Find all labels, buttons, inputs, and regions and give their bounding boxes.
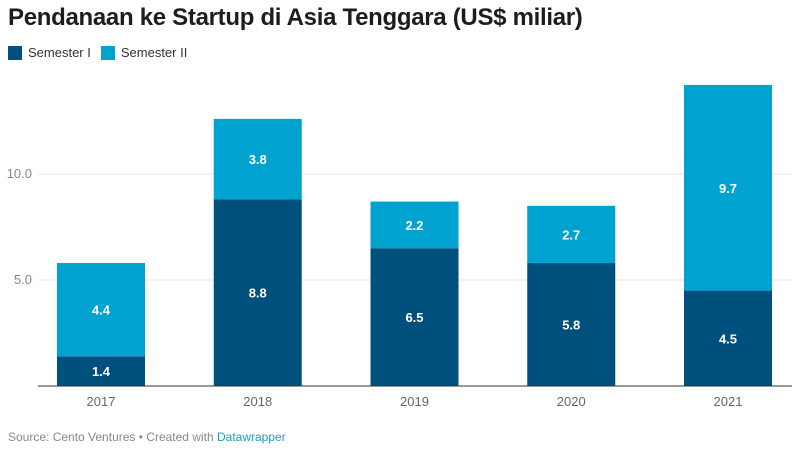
datawrapper-link[interactable]: Datawrapper bbox=[216, 430, 286, 444]
footer: Source: Cento Ventures • Created with Da… bbox=[8, 430, 286, 444]
data-label: 9.7 bbox=[719, 181, 737, 196]
legend-label-semester-1: Semester I bbox=[28, 45, 91, 60]
data-label: 5.8 bbox=[562, 318, 580, 333]
bar-semester-2-2019 bbox=[370, 201, 459, 249]
bar-semester-2-2018 bbox=[213, 118, 302, 200]
x-tick-label: 2017 bbox=[87, 394, 116, 409]
legend-swatch-semester-1 bbox=[8, 45, 22, 60]
data-label: 8.8 bbox=[249, 286, 267, 301]
legend: Semester I Semester II bbox=[8, 45, 197, 60]
y-tick-label: 5.0 bbox=[14, 272, 32, 287]
bars bbox=[57, 84, 772, 386]
chart-title: Pendanaan ke Startup di Asia Tenggara (U… bbox=[8, 4, 583, 31]
x-tick-label: 2019 bbox=[400, 394, 429, 409]
y-tick-label: 10.0 bbox=[7, 166, 32, 181]
y-axis-ticks: 5.0 10.0 bbox=[7, 166, 32, 287]
bar-semester-2-2021 bbox=[684, 84, 772, 291]
data-label: 2.7 bbox=[562, 227, 580, 242]
legend-item-semester-1: Semester I bbox=[8, 45, 91, 60]
data-label: 6.5 bbox=[405, 310, 423, 325]
bar-value-labels: 1.4 4.4 8.8 3.8 6.5 2.2 5.8 2.7 4.5 9.7 bbox=[92, 152, 737, 379]
data-label: 4.5 bbox=[719, 331, 737, 346]
data-label: 1.4 bbox=[92, 364, 111, 379]
bar-semester-1-2018 bbox=[213, 199, 302, 386]
bar-semester-1-2017 bbox=[57, 356, 145, 386]
bar-semester-1-2020 bbox=[527, 263, 616, 386]
bar-semester-1-2019 bbox=[370, 248, 459, 386]
x-tick-label: 2020 bbox=[557, 394, 586, 409]
x-tick-label: 2018 bbox=[243, 394, 272, 409]
legend-label-semester-2: Semester II bbox=[120, 45, 188, 60]
legend-item-semester-2: Semester II bbox=[100, 45, 188, 60]
data-label: 2.2 bbox=[405, 218, 423, 233]
bar-semester-2-2017 bbox=[57, 263, 145, 357]
legend-swatch-semester-2 bbox=[100, 45, 115, 60]
x-axis-ticks: 2017 2018 2019 2020 2021 bbox=[87, 394, 743, 409]
bar-semester-1-2021 bbox=[684, 290, 772, 386]
source-text: Source: Cento Ventures • Created with bbox=[8, 430, 217, 444]
data-label: 3.8 bbox=[249, 152, 267, 167]
data-label: 4.4 bbox=[92, 303, 111, 318]
bar-semester-2-2020 bbox=[527, 205, 616, 264]
x-tick-label: 2021 bbox=[714, 394, 743, 409]
